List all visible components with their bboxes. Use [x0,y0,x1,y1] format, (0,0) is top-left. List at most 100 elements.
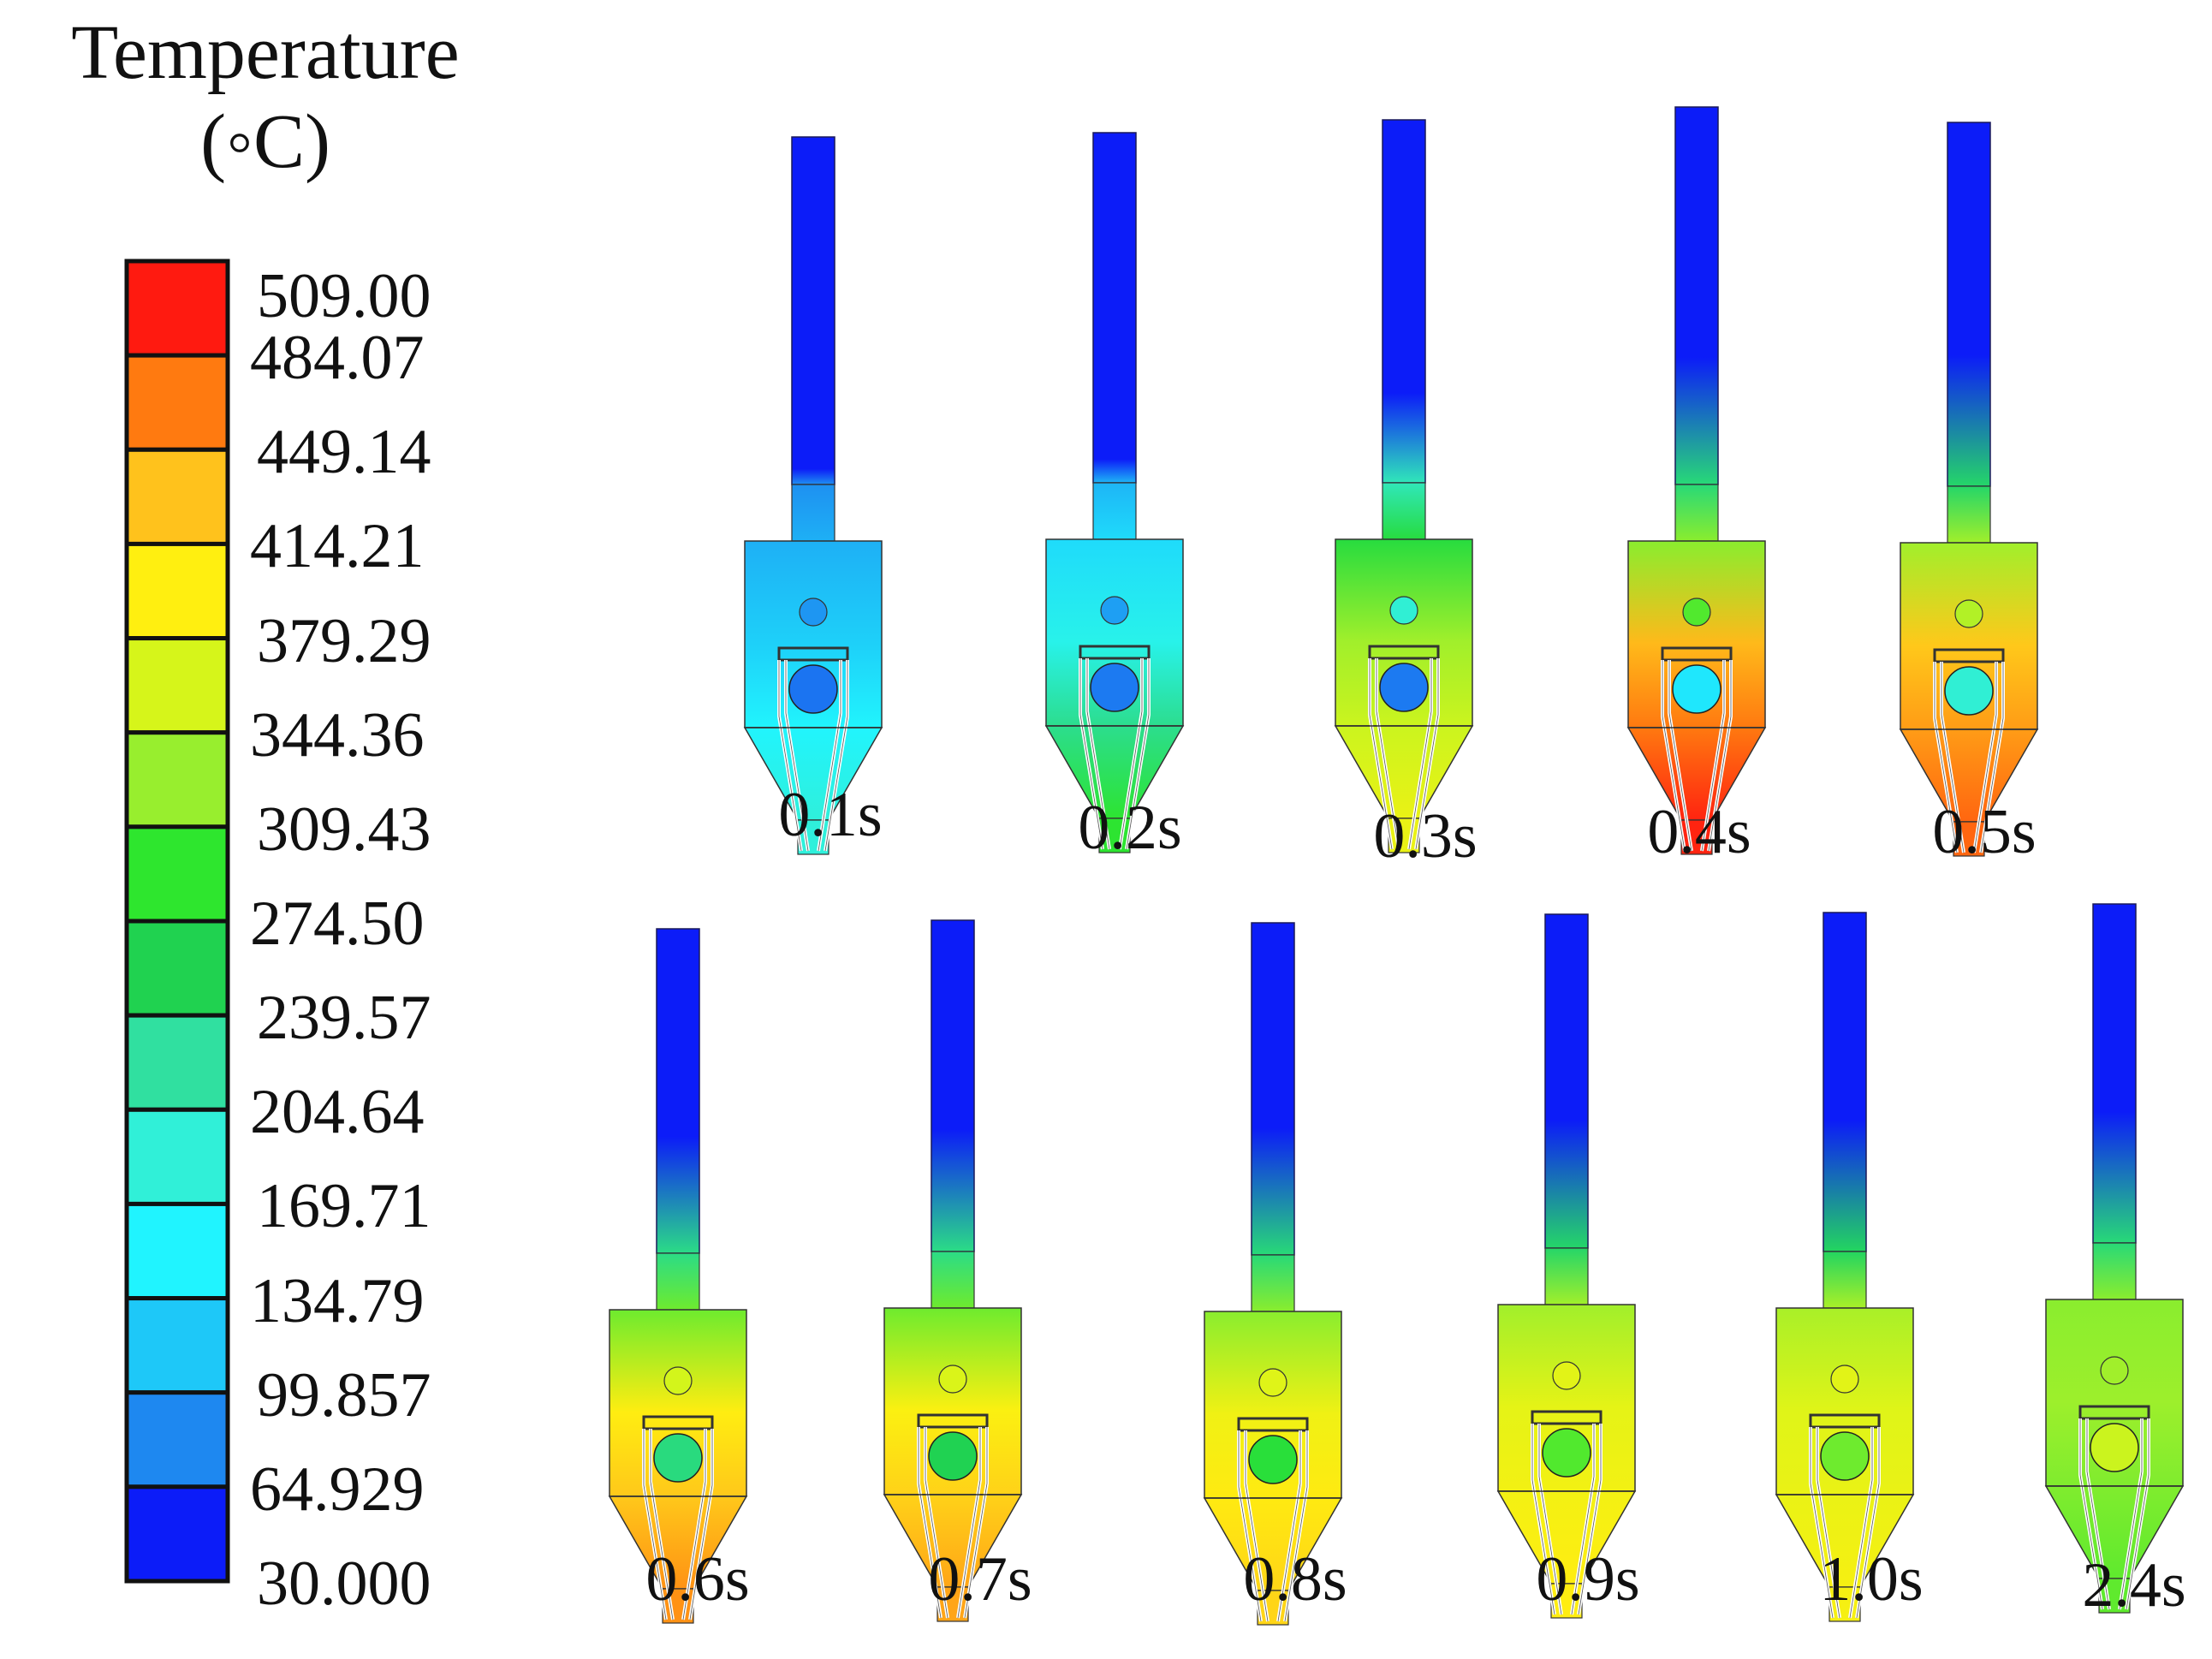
colorbar-band [124,1390,230,1490]
snapshot-0.2s [1044,132,1185,853]
colorbar-tick-label: 99.857 [257,1359,431,1430]
colorbar-tick-label: 30.000 [257,1549,431,1619]
snapshot-0.4s [1626,106,1767,855]
snapshot-0.7s [883,919,1023,1622]
colorbar-tick-label: 484.07 [250,323,425,394]
colorbar-tick-label: 239.57 [257,983,431,1054]
cooling-channel-outline [1934,662,2004,853]
colorbar-tick-label: 344.36 [250,699,425,770]
insert-frame [1661,646,1733,662]
sprue-neck [1674,484,1719,542]
colorbar-band [124,353,230,452]
colorbar-band [124,730,230,830]
large-hole [928,1431,978,1481]
small-hole [799,598,828,627]
snapshot-0.1s [743,136,883,855]
sprue-rod [656,928,700,1254]
small-hole [1682,598,1711,627]
legend-title-line1: Temperature [71,10,460,95]
colorbar-tick-label: 309.43 [257,794,431,865]
insert-frame [2078,1405,2150,1420]
sprue-rod [1382,119,1426,484]
legend-title: Temperature (◦C) [0,9,531,187]
large-hole [1248,1435,1298,1484]
small-hole [1389,596,1418,625]
insert-frame [1079,645,1151,660]
large-hole [788,664,838,714]
cooling-channel-outline [1238,1430,1308,1622]
small-hole [663,1366,693,1395]
insert-frame [1809,1413,1881,1429]
time-label-2.4s: 2.4s [2082,1550,2186,1620]
colorbar-tick-label: 204.64 [250,1077,425,1148]
sprue-rod [931,919,975,1252]
snapshot-0.9s [1496,913,1637,1619]
sprue-neck [931,1251,975,1309]
large-hole [1672,664,1721,714]
snapshot-0.5s [1899,122,2039,857]
colorbar-tick-label: 509.00 [257,261,431,331]
time-label-1.0s: 1.0s [1819,1544,1924,1614]
large-hole [1820,1431,1870,1481]
cooling-channel-outline [1531,1424,1602,1615]
sprue-rod [791,136,835,485]
time-label-0.9s: 0.9s [1536,1544,1640,1614]
cooling-channel-outline [2079,1418,2150,1610]
snapshot-0.8s [1203,922,1343,1626]
large-hole [1944,666,1994,716]
sprue-neck [1544,1247,1589,1305]
colorbar-tick-label: 169.71 [257,1171,431,1242]
snapshot-0.3s [1334,119,1474,853]
insert-frame [1237,1417,1309,1432]
time-label-0.1s: 0.1s [778,780,883,850]
sprue-neck [1092,482,1137,540]
time-label-0.4s: 0.4s [1647,797,1751,867]
colorbar-band [124,1296,230,1395]
time-label-0.6s: 0.6s [645,1544,750,1614]
snapshot-1.0s [1775,912,1915,1622]
cooling-channel-outline [1079,658,1150,850]
snapshot-2.4s [2044,903,2185,1614]
cooling-channel-outline [1810,1427,1880,1619]
small-hole [1258,1368,1287,1397]
time-label-0.5s: 0.5s [1932,797,2037,867]
sprue-neck [1947,485,1991,544]
large-hole [2090,1423,2139,1472]
sprue-rod [1251,922,1295,1256]
insert-frame [1933,648,2005,663]
large-hole [1090,663,1139,712]
sprue-neck [656,1252,700,1311]
sprue-rod [1947,122,1991,487]
insert-frame [1368,645,1440,660]
colorbar-tick-label: 379.29 [257,605,431,676]
colorbar-tick-label: 64.929 [250,1454,425,1525]
cooling-channel-outline [1662,660,1732,852]
sprue-rod [1823,912,1867,1252]
legend-title-line2: (◦C) [200,99,330,184]
sprue-rod [2092,903,2137,1244]
sprue-rod [1544,913,1589,1249]
insert-frame [777,646,849,662]
colorbar-tick-label: 414.21 [250,511,425,582]
cooling-channel-outline [918,1427,988,1619]
large-hole [1542,1428,1591,1478]
colorbar-band [124,919,230,1018]
small-hole [2100,1356,2129,1385]
small-hole [938,1365,967,1394]
die-body [744,540,883,728]
large-hole [653,1433,703,1483]
colorbar-band [124,824,230,924]
small-hole [1552,1361,1581,1390]
colorbar-tick-label: 134.79 [250,1265,425,1336]
small-hole [1100,596,1129,625]
sprue-rod [1092,132,1137,484]
insert-frame [917,1413,989,1429]
sprue-neck [2092,1242,2137,1300]
colorbar-tick-label: 449.14 [257,417,431,488]
snapshot-0.6s [608,928,748,1624]
sprue-neck [1382,482,1426,540]
colorbar-band [124,636,230,735]
cooling-channel-outline [778,660,848,852]
